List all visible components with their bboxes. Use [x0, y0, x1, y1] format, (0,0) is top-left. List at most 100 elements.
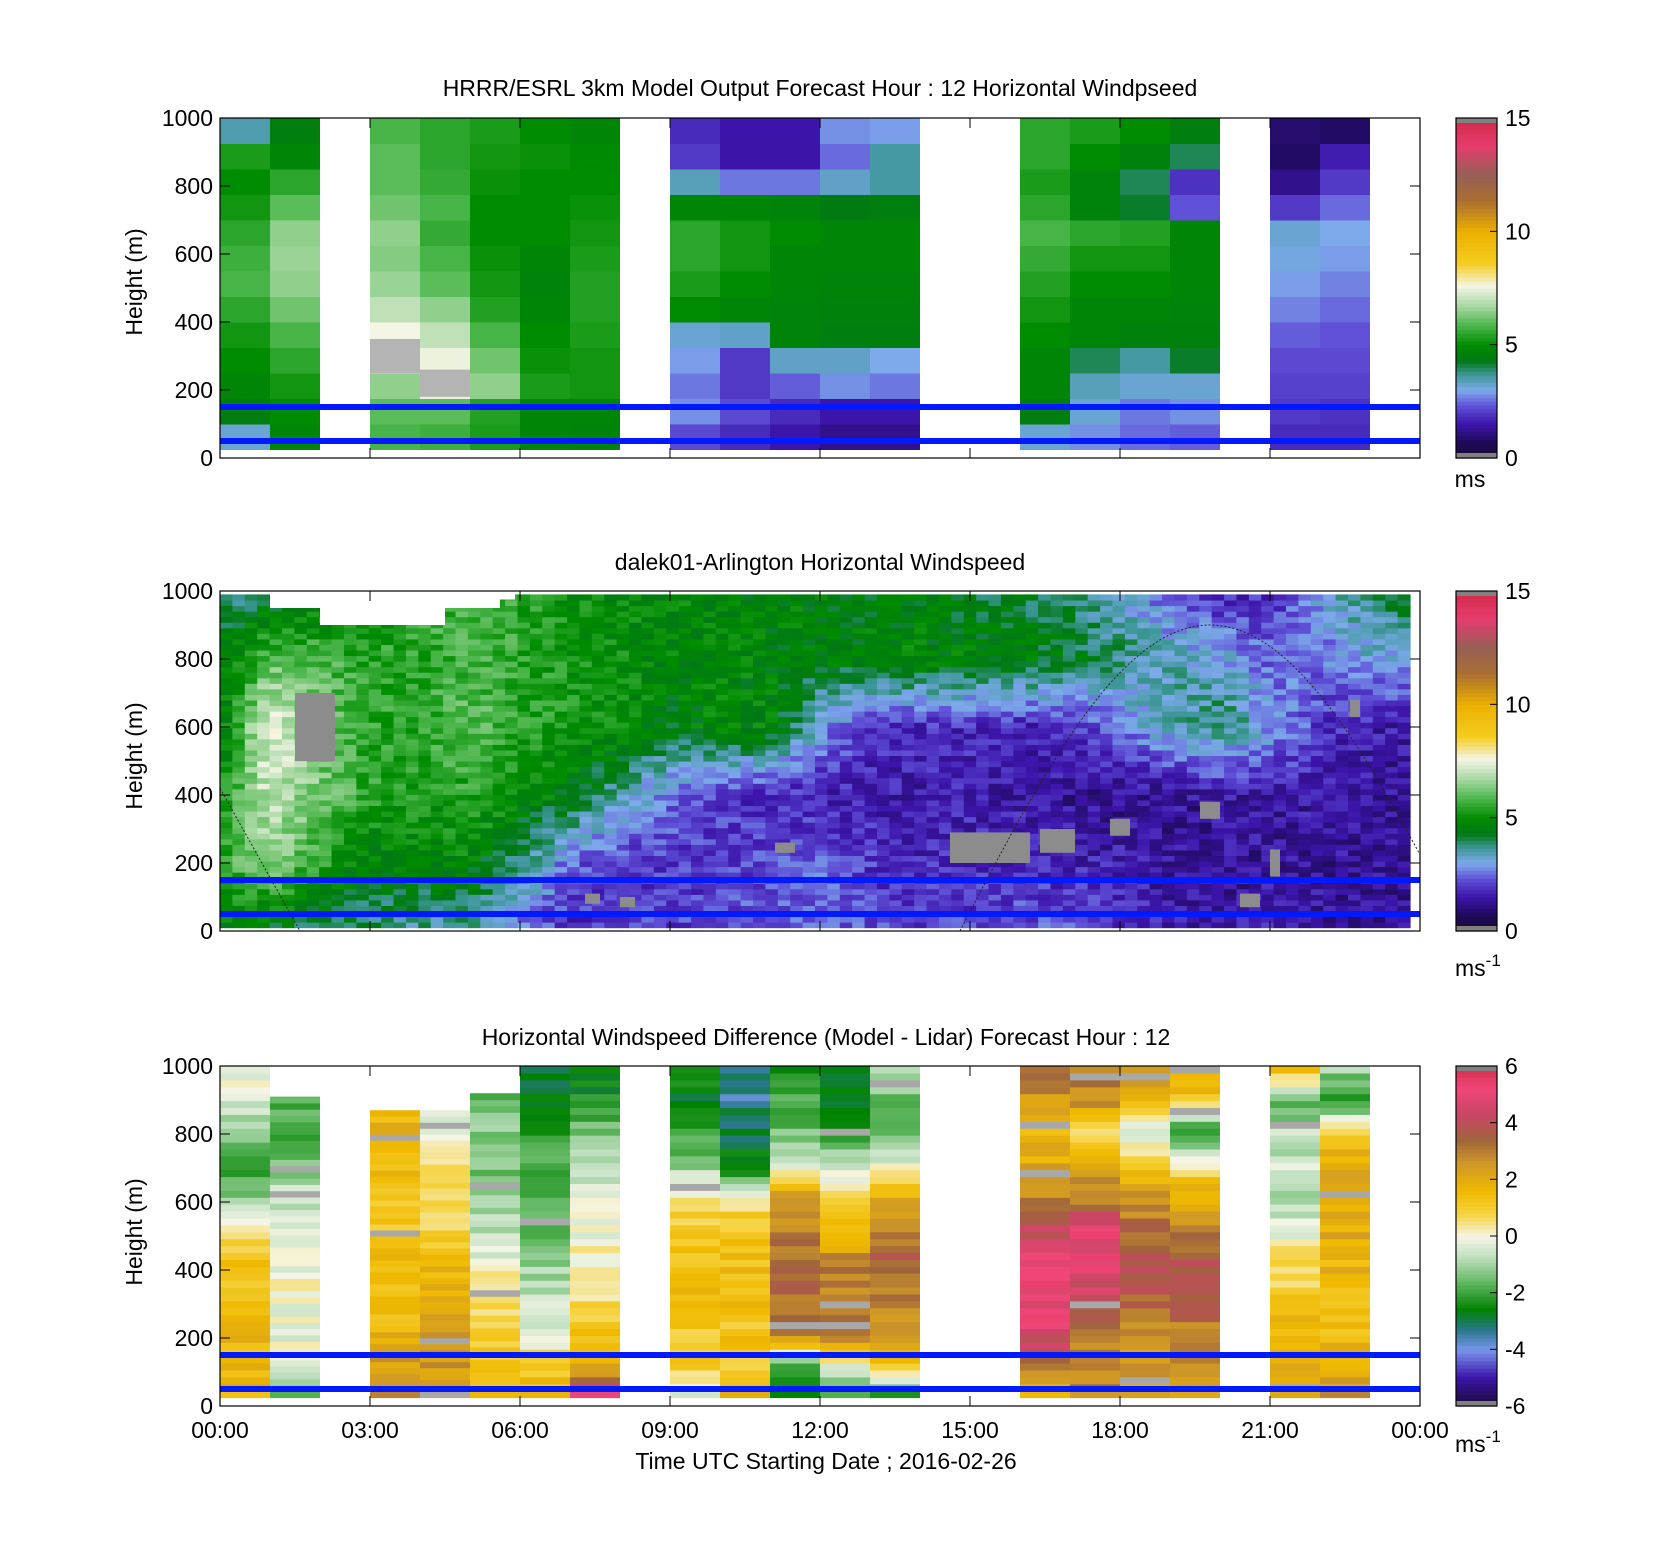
lidar-cell: [579, 738, 593, 745]
lidar-cell: [1149, 594, 1163, 601]
lidar-cell: [951, 616, 965, 623]
model-cell: [820, 424, 870, 450]
lidar-cell: [1112, 649, 1126, 657]
lidar-cell: [988, 888, 1002, 895]
lidar-cell: [393, 761, 407, 768]
lidar-cell: [666, 733, 680, 740]
lidar-cell: [220, 627, 233, 634]
lidar-cell: [691, 616, 705, 623]
lidar-cell: [963, 816, 977, 823]
lidar-cell: [306, 838, 320, 845]
lidar-cell: [505, 883, 519, 890]
lidar-cell: [1137, 761, 1151, 768]
lidar-cell: [257, 899, 271, 906]
lidar-cell: [740, 822, 754, 829]
lidar-cell: [852, 872, 866, 879]
lidar-cell: [1075, 733, 1089, 740]
lidar-cell: [765, 738, 779, 745]
lidar-cell: [926, 733, 940, 740]
lidar-cell: [790, 916, 804, 923]
lidar-cell: [876, 810, 890, 818]
lidar-cell: [1149, 738, 1163, 745]
lidar-cell: [827, 672, 841, 679]
lidar-cell: [244, 810, 258, 818]
lidar-cell: [1013, 866, 1027, 873]
lidar-cell: [418, 749, 432, 757]
lidar-cell: [864, 822, 878, 829]
lidar-cell: [554, 722, 568, 729]
lidar-cell: [1137, 744, 1151, 751]
lidar-cell: [1100, 633, 1114, 640]
lidar-cell: [963, 810, 977, 818]
lidar-cell: [1124, 922, 1138, 929]
lidar-cell: [876, 666, 890, 673]
lidar-cell: [343, 733, 357, 740]
lidar-cell: [1062, 711, 1076, 718]
lidar-cell: [356, 761, 370, 768]
lidar-cell: [876, 644, 890, 651]
lidar-cell: [244, 688, 258, 695]
lidar-cell: [281, 855, 295, 862]
lidar-cell: [641, 777, 655, 784]
lidar-cell: [430, 622, 444, 629]
lidar-cell: [343, 649, 357, 657]
lidar-cell: [257, 883, 271, 890]
lidar-cell: [1038, 611, 1052, 618]
lidar-cell: [269, 605, 283, 612]
lidar-cell: [517, 672, 531, 679]
lidar-cell: [591, 611, 605, 618]
lidar-cell: [517, 599, 531, 607]
lidar-cell: [1100, 605, 1114, 612]
lidar-cell: [629, 661, 643, 668]
lidar-cell: [1112, 922, 1126, 929]
lidar-cell: [492, 661, 506, 668]
lidar-cell: [220, 849, 233, 857]
panel-lidar: dalek01-Arlington Horizontal Windspeed H…: [121, 549, 1531, 981]
lidar-cell: [455, 805, 469, 812]
lidar-cell: [368, 672, 382, 679]
lidar-cell: [715, 683, 729, 690]
model-cell: [1020, 347, 1070, 374]
lidar-cell: [393, 672, 407, 679]
lidar-cell: [852, 922, 866, 929]
lidar-cell: [1162, 888, 1176, 895]
lidar-cell: [554, 849, 568, 857]
lidar-cell: [715, 699, 729, 707]
lidar-cell: [765, 799, 779, 807]
lidar-cell: [567, 599, 581, 607]
lidar-cell: [257, 716, 271, 723]
lidar-cell: [269, 688, 283, 695]
lidar-cell: [827, 627, 841, 634]
lidar-cell: [864, 860, 878, 868]
model-cell: [270, 245, 320, 272]
lidar-cell: [629, 855, 643, 862]
model-cell: [770, 347, 820, 374]
lidar-cell: [1112, 766, 1126, 773]
lidar-cell: [1124, 827, 1138, 834]
lidar-cell: [703, 677, 717, 684]
lidar-cell: [790, 616, 804, 623]
lidar-cell: [517, 772, 531, 779]
lidar-cell: [455, 605, 469, 612]
lidar-cell: [616, 733, 630, 740]
lidar-cell: [1038, 766, 1052, 773]
lidar-cell: [616, 777, 630, 784]
lidar-cell: [889, 616, 903, 623]
lidar-cell: [703, 805, 717, 812]
colorbar-swatch: [1456, 231, 1497, 236]
model-cell: [470, 373, 520, 399]
lidar-cell: [815, 894, 828, 901]
lidar-cell: [343, 772, 357, 779]
lidar-cell: [232, 688, 246, 695]
lidar-cell: [988, 905, 1002, 912]
lidar-cell: [281, 605, 295, 612]
lidar-cell: [1038, 655, 1052, 662]
lidar-cell: [641, 727, 655, 734]
panel-lidar-title: dalek01-Arlington Horizontal Windspeed: [615, 549, 1025, 575]
lidar-cell: [1100, 838, 1114, 845]
lidar-cell: [914, 810, 928, 818]
lidar-cell: [753, 855, 767, 862]
lidar-cell: [976, 711, 990, 718]
lidar-cell: [579, 661, 593, 668]
lidar-cell: [1124, 594, 1138, 601]
